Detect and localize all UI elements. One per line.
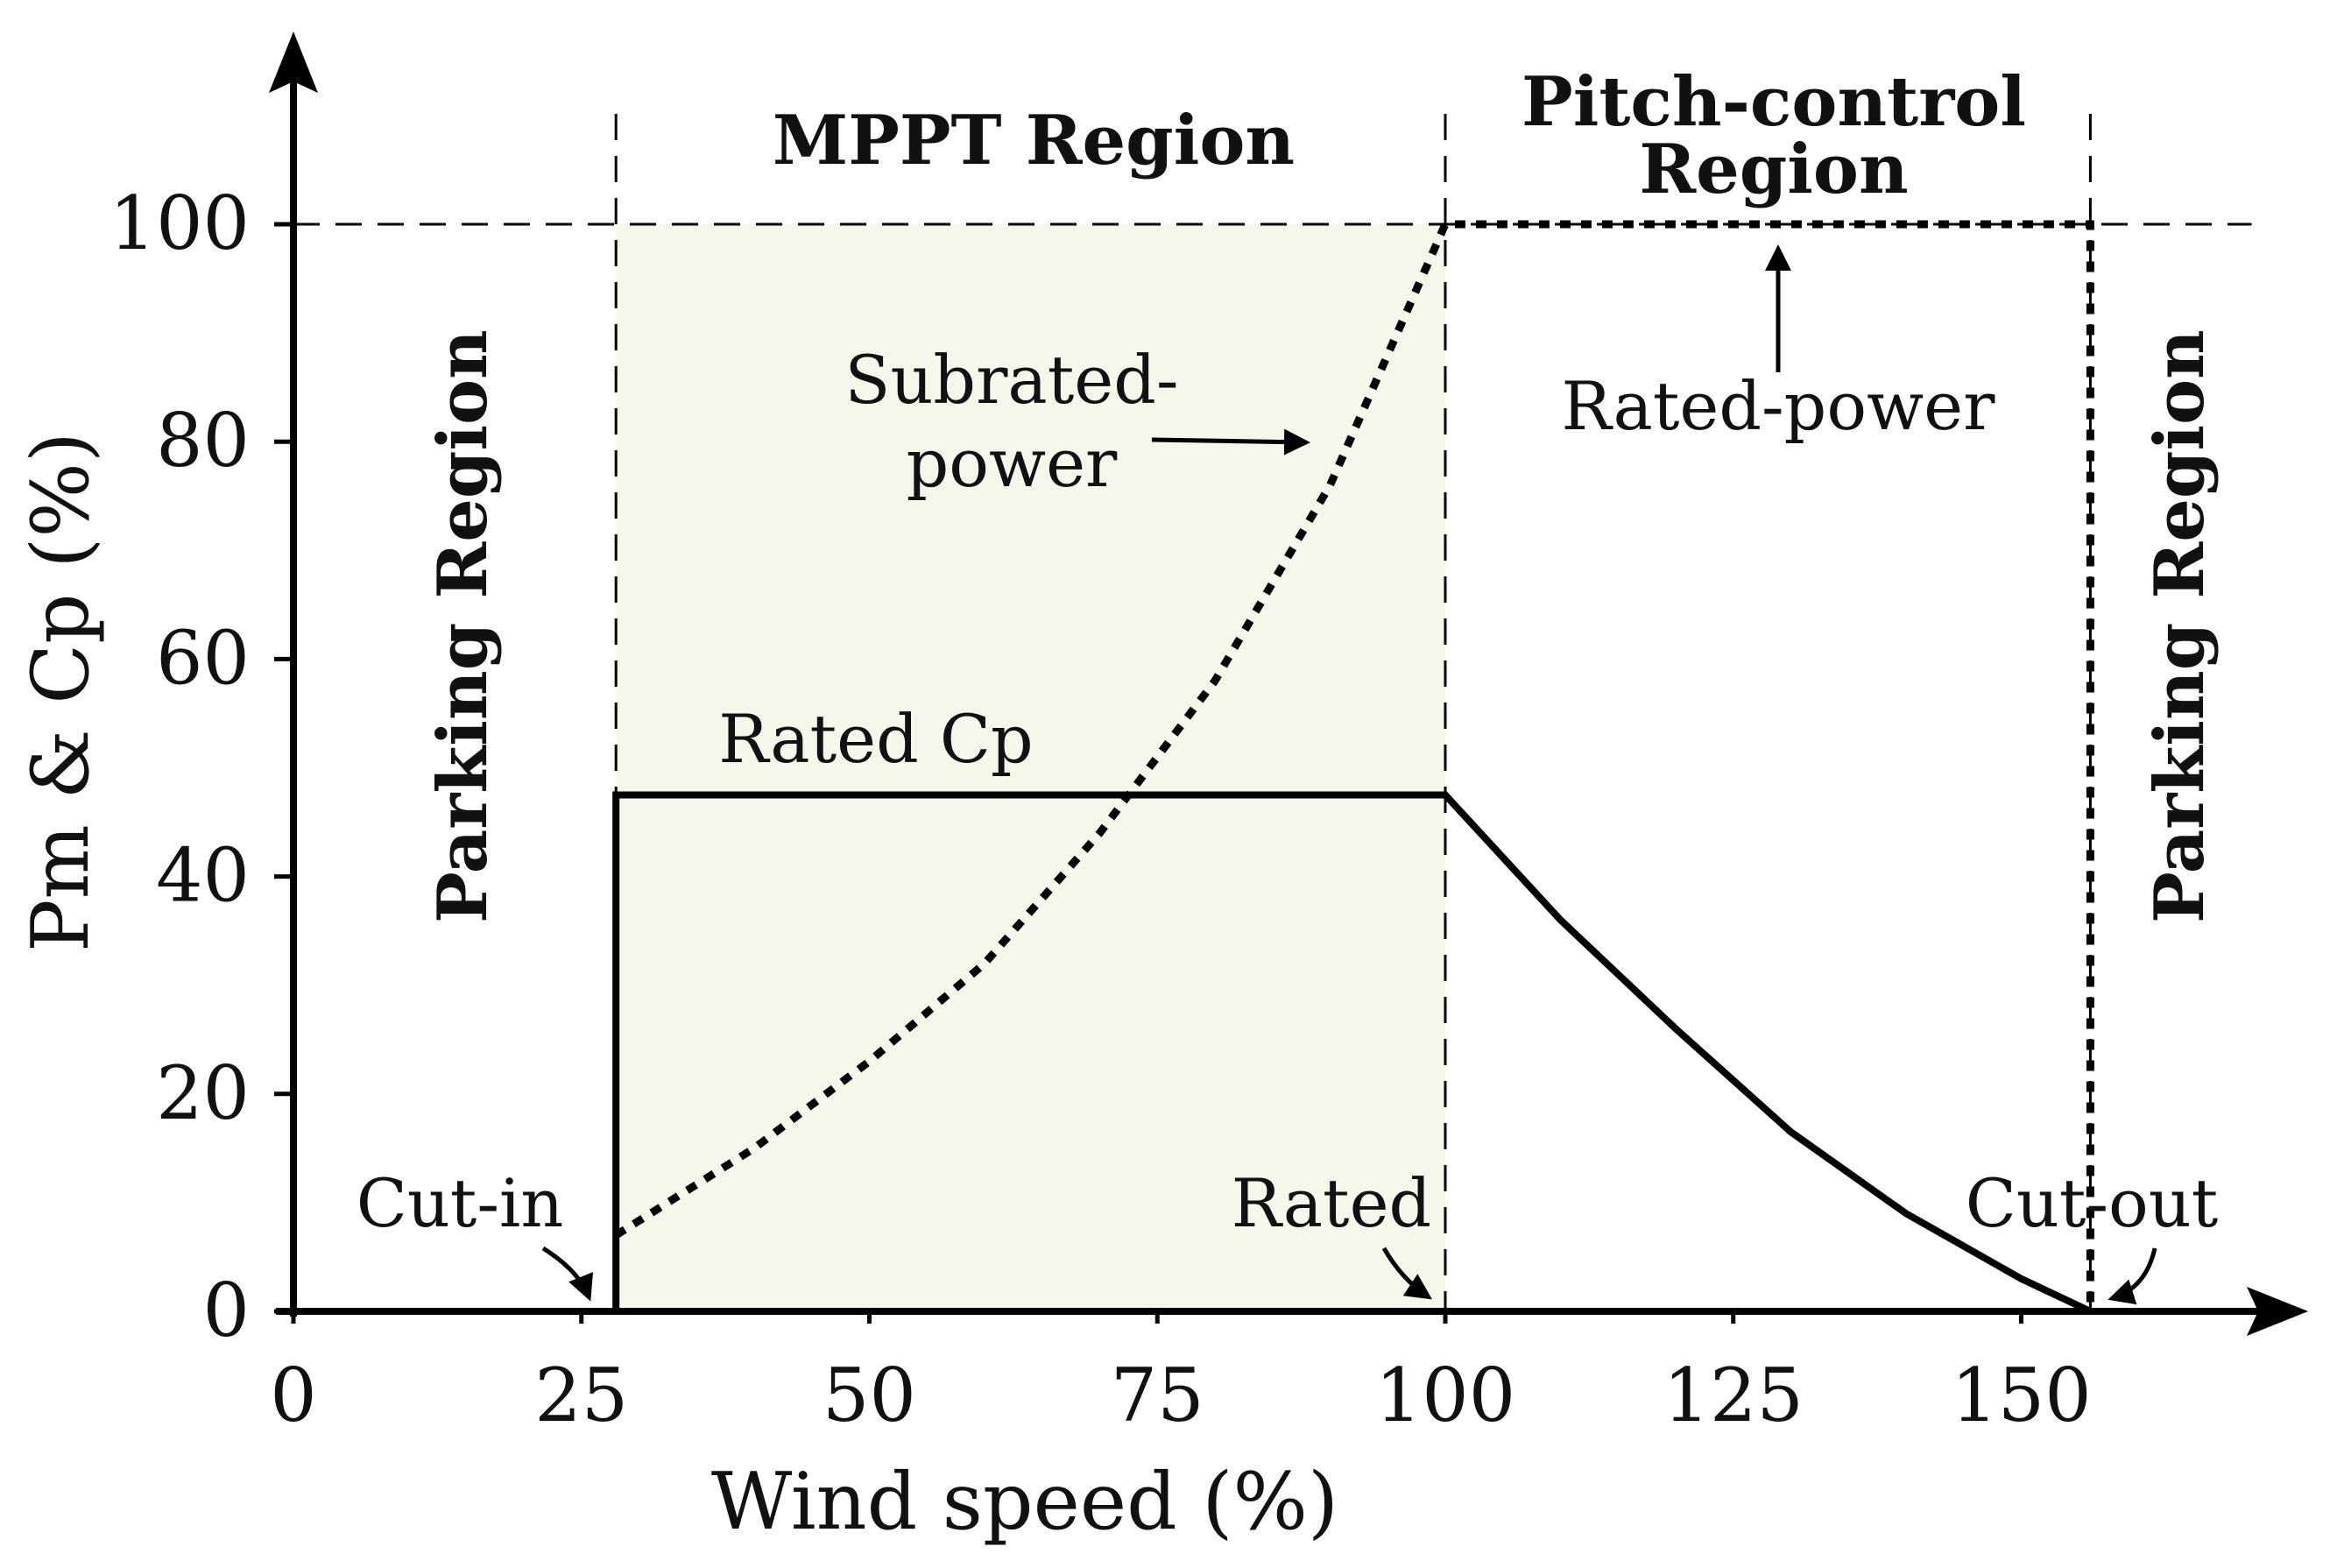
y-tick-label: 40 [156,833,250,919]
y-tick-label: 0 [203,1268,250,1353]
x-tick-label: 100 [1375,1353,1515,1438]
mppt-shaded-region [616,224,1445,1311]
subrated-power-arrow [1151,428,1310,456]
rated-power-label: Rated-power [1562,367,1996,445]
x-tick-label: 150 [1951,1353,2091,1438]
cut-in-label: Cut-in [357,1164,564,1242]
rated-arrow [1381,1247,1432,1300]
y-axis-arrow [269,32,318,93]
series-rated-cp [293,791,2252,1315]
mppt-region-label: MPPT Region [773,101,1295,180]
tick-marks [274,222,2023,1324]
cut-out-label: Cut-out [1966,1164,2219,1242]
x-axis-title: Wind speed (%) [711,1456,1338,1548]
subrated-power-label-line1: Subrated- [844,341,1178,419]
cut-in-arrow [541,1246,594,1302]
parking-region-left-label: Parking Region [423,329,503,923]
x-tick-label: 50 [823,1353,916,1438]
y-axis-title: Pm & Cp (%) [15,432,107,952]
x-tick-label: 25 [534,1353,628,1438]
x-tick-label: 125 [1663,1353,1804,1438]
pitch-control-region-label-line2: Region [1639,130,1908,209]
rated-cp-label: Rated Cp [718,700,1033,778]
x-tick-label: 75 [1111,1353,1204,1438]
subrated-power-label-line2: power [907,424,1118,502]
y-tick-label: 60 [156,615,250,701]
cut-out-arrow [2108,1247,2157,1305]
x-axis-arrow [2247,1287,2308,1336]
pitch-control-region-label-line1: Pitch-control [1522,62,2026,142]
rated-label: Rated [1232,1164,1431,1242]
y-tick-label: 80 [156,398,250,484]
y-tick-label: 20 [156,1050,250,1136]
series-power [613,220,2094,1311]
parking-region-right-label: Parking Region [2140,329,2220,923]
y-tick-label: 100 [109,180,250,266]
x-tick-label: 0 [270,1353,316,1438]
